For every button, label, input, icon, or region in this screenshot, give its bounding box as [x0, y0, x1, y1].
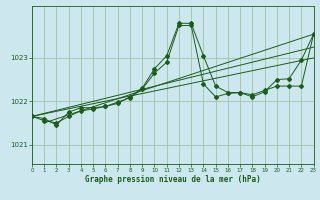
X-axis label: Graphe pression niveau de la mer (hPa): Graphe pression niveau de la mer (hPa) [85, 175, 261, 184]
